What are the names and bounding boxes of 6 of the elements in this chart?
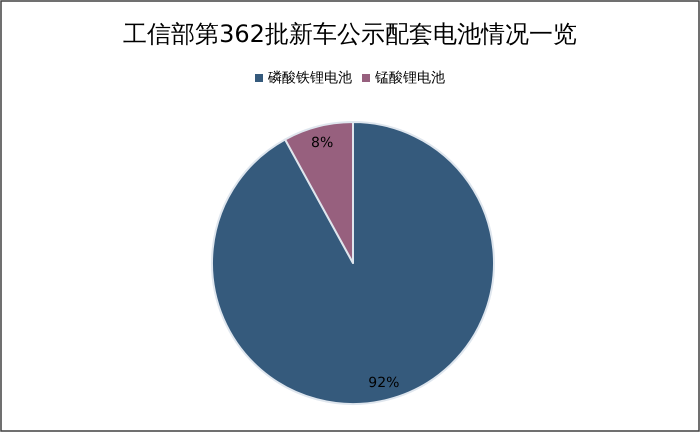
- legend-label: 锰酸锂电池: [374, 70, 445, 86]
- pie-slice: [211, 121, 495, 405]
- data-label: 8%: [311, 134, 334, 151]
- legend-label: 磷酸铁锂电池: [267, 70, 352, 86]
- data-label: 92%: [368, 375, 400, 392]
- chart-title: 工信部第362批新车公示配套电池情况一览: [123, 20, 577, 48]
